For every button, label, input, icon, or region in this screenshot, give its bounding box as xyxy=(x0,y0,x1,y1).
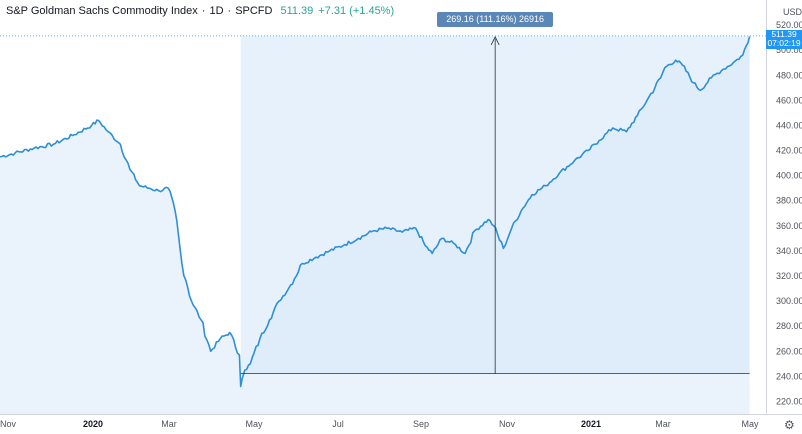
time-tick-label: Mar xyxy=(655,419,671,429)
price-tick-label: 400.00 xyxy=(776,171,802,181)
time-tick-label: May xyxy=(245,419,263,429)
time-axis-ticks[interactable]: Nov 2020 Mar May Jul Sep Nov 2021 Mar May xyxy=(0,419,759,429)
measure-arrow-head xyxy=(490,35,500,46)
header-separator: · xyxy=(227,5,232,17)
time-tick-label: Nov xyxy=(499,419,516,429)
price-tick-label: 260.00 xyxy=(776,346,802,356)
price-tick-label: 280.00 xyxy=(776,321,802,331)
price-tick-label: 220.00 xyxy=(776,396,802,406)
price-tag-value: 511.39 xyxy=(771,29,797,39)
price-tick-label: 360.00 xyxy=(776,221,802,231)
price-tick-label: 480.00 xyxy=(776,70,802,80)
price-tick-label: 420.00 xyxy=(776,146,802,156)
price-axis-ticks[interactable]: 220.00 240.00 260.00 280.00 300.00 320.00 340.… xyxy=(776,20,802,406)
price-series-line xyxy=(0,36,751,388)
time-tick-label: May xyxy=(741,419,759,429)
last-price-tag: 511.39 07:02:19 xyxy=(766,29,802,49)
price-tick-label: 500.00 xyxy=(776,45,802,55)
currency-label[interactable]: USD xyxy=(783,7,802,17)
time-tick-label: Nov xyxy=(0,419,16,429)
price-area-fill xyxy=(0,36,750,415)
price-tick-label: 340.00 xyxy=(776,246,802,256)
symbol-title[interactable]: S&P Goldman Sachs Commodity Index xyxy=(6,5,198,17)
price-tick-label: 320.00 xyxy=(776,271,802,281)
price-tick-label: 440.00 xyxy=(776,120,802,130)
interval-label[interactable]: 1D xyxy=(209,5,224,17)
price-tick-label: 300.00 xyxy=(776,296,802,306)
price-tick-label: 240.00 xyxy=(776,371,802,381)
price-tick-label: 380.00 xyxy=(776,196,802,206)
time-tick-label: 2020 xyxy=(83,419,103,429)
price-change-value: +7.31 (+1.45%) xyxy=(318,5,395,17)
price-tick-label: 460.00 xyxy=(776,95,802,105)
time-tick-label: Mar xyxy=(161,419,177,429)
price-tag-countdown: 07:02:19 xyxy=(767,38,801,49)
time-tick-label: 2021 xyxy=(581,419,601,429)
time-tick-label: Jul xyxy=(332,419,344,429)
source-label: SPCFD xyxy=(235,5,273,17)
last-price-value: 511.39 xyxy=(280,5,314,17)
chart-header: S&P Goldman Sachs Commodity Index · 1D ·… xyxy=(6,3,394,19)
price-tick-label: 520.00 xyxy=(776,20,802,30)
gear-icon[interactable]: ⚙ xyxy=(784,418,795,432)
time-tick-label: Sep xyxy=(413,419,429,429)
header-separator: · xyxy=(201,5,206,17)
measure-label: 269.16 (111.16%) 26916 xyxy=(437,11,554,27)
